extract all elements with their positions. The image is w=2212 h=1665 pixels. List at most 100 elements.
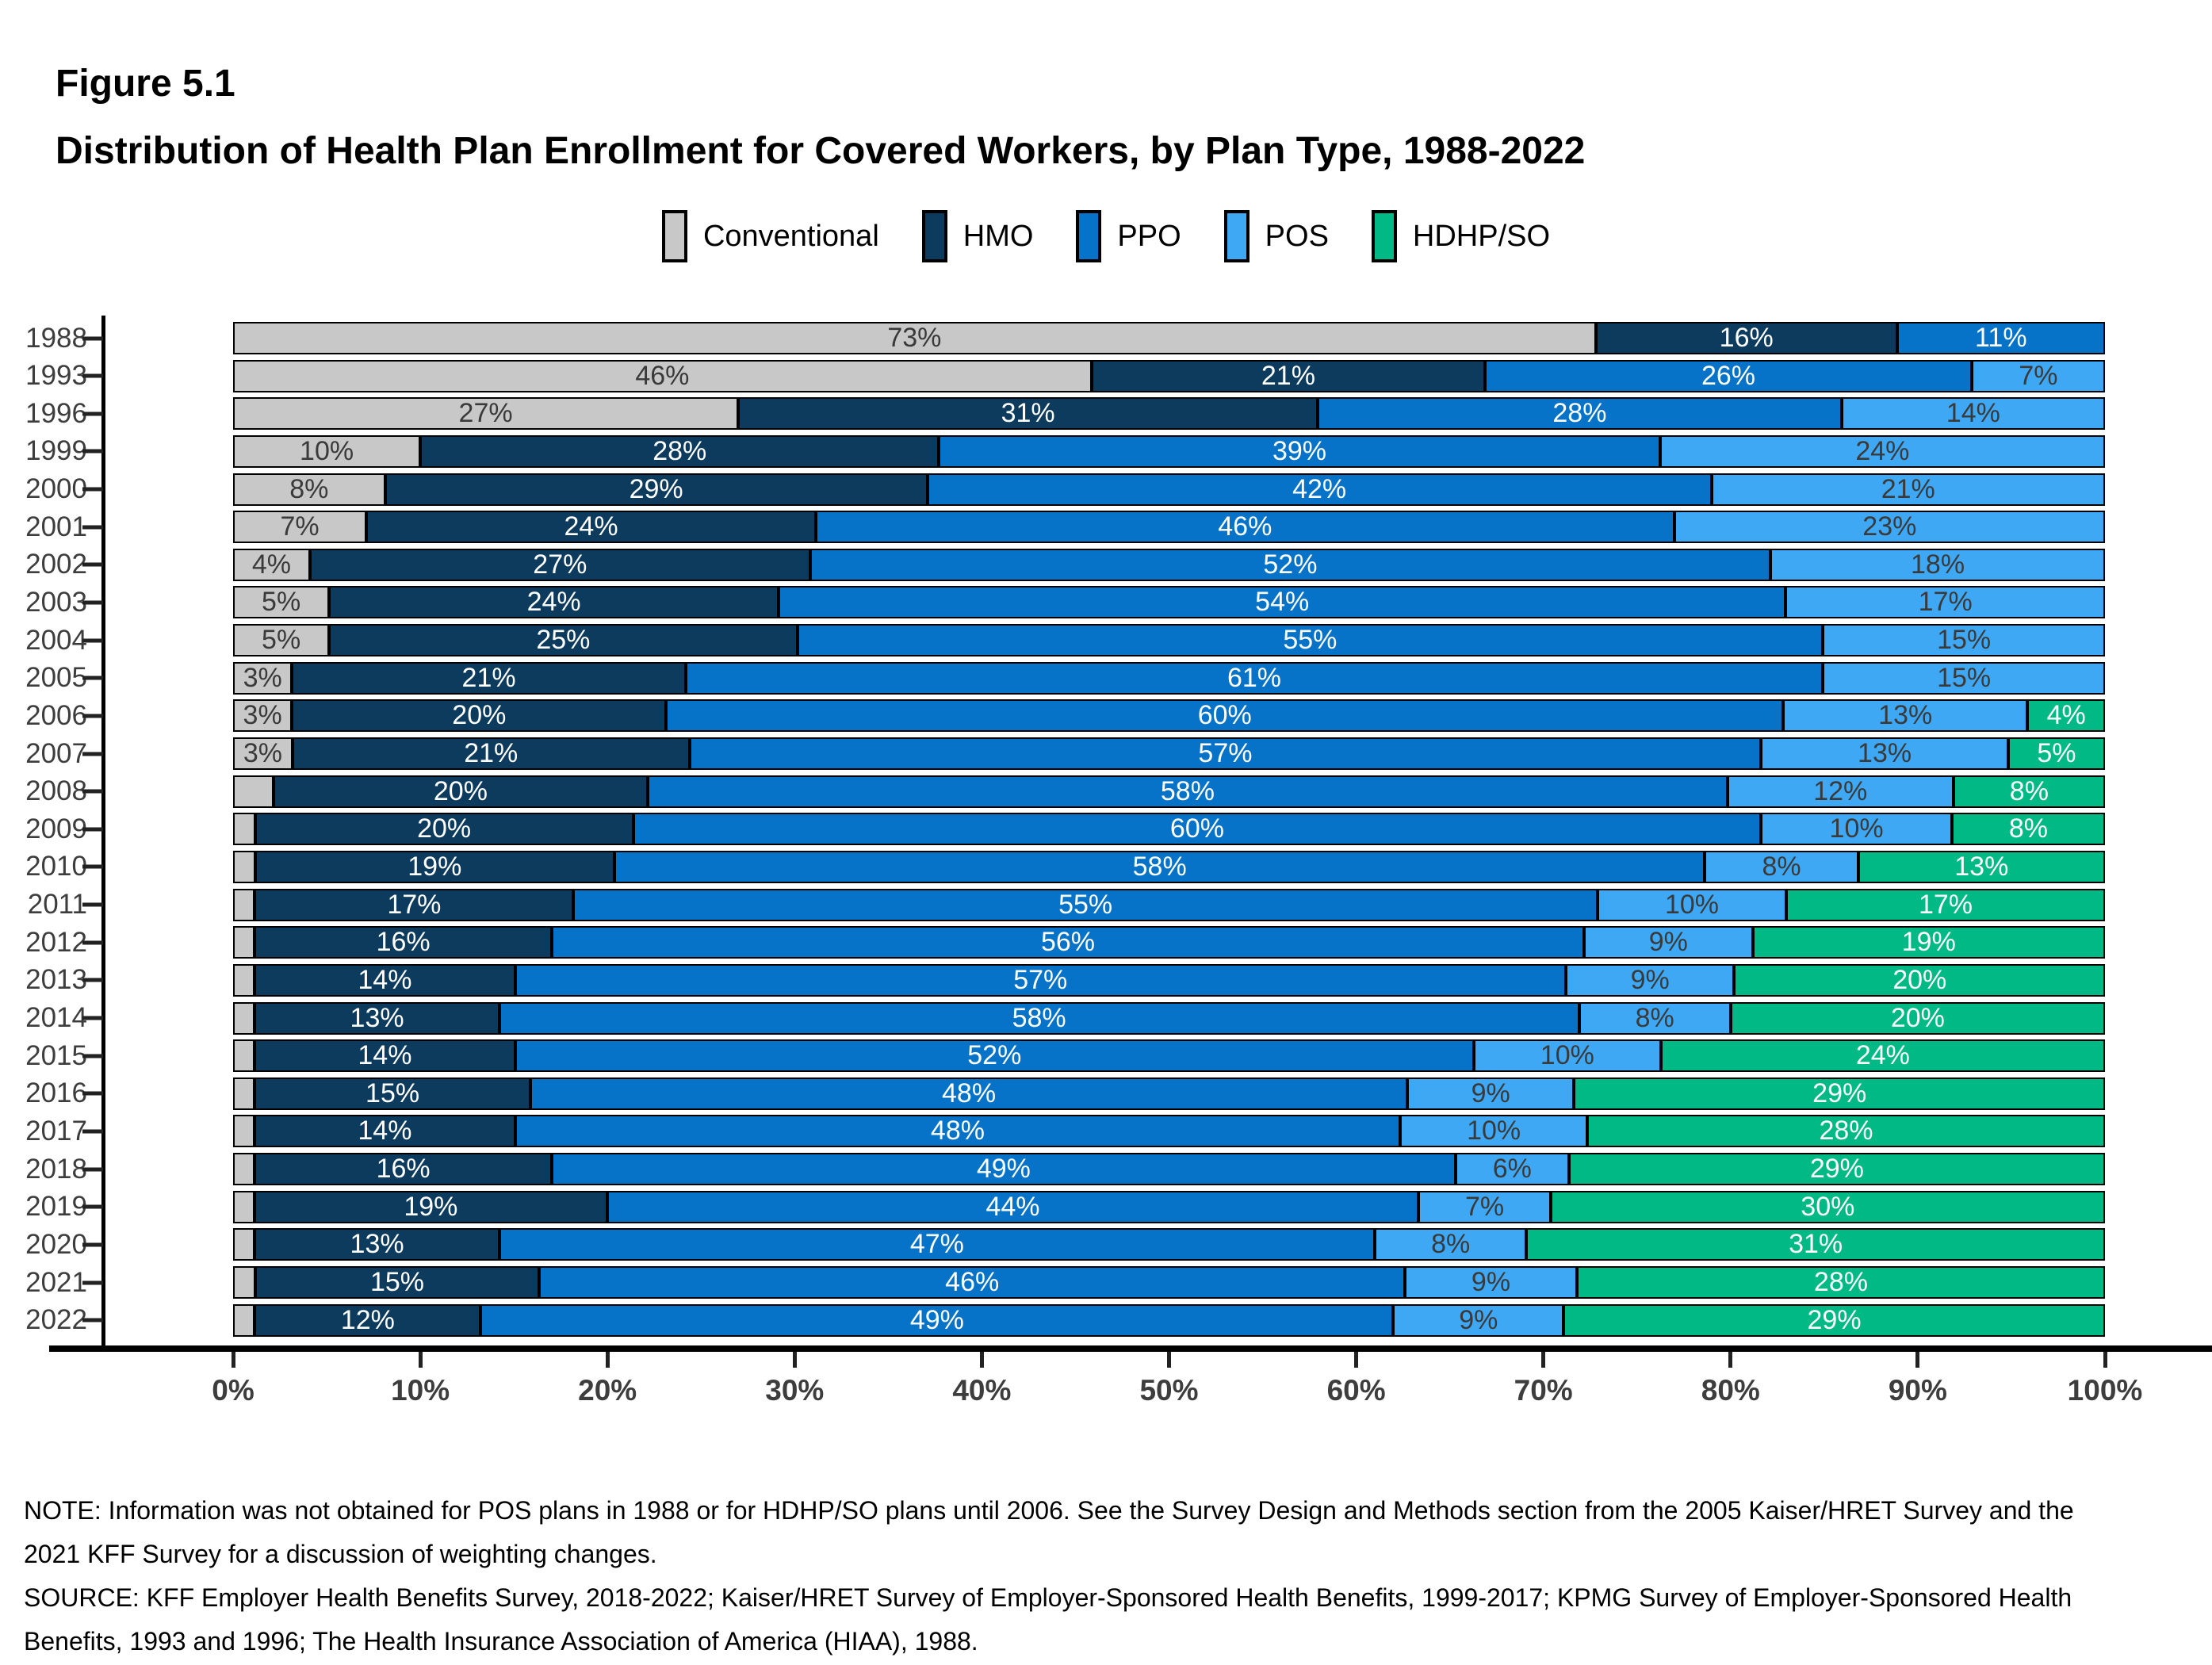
- bar-segment-ppo: 57%: [515, 963, 1566, 997]
- y-axis-label: 2011: [27, 889, 87, 921]
- legend-label: HDHP/SO: [1412, 219, 1551, 253]
- bar-segment-conventional: [233, 1039, 255, 1073]
- bar-segment-value: 11%: [1975, 323, 2027, 353]
- x-axis-tick: [1167, 1352, 1171, 1368]
- bar-segment-value: 46%: [635, 360, 690, 391]
- bar-row: 2016 15% 48% 9% 29%: [25, 1077, 2105, 1110]
- bar-row: 2017 14% 48% 10% 28%: [25, 1115, 2105, 1148]
- bar-row: 1993 46% 21% 26% 7%: [25, 359, 2106, 392]
- bar-segment-pos: 9%: [1584, 926, 1753, 959]
- bar-segment-ppo: 52%: [515, 1039, 1474, 1073]
- bar-segment-value: 48%: [942, 1077, 997, 1108]
- bar-segment-pos: 10%: [1400, 1115, 1587, 1148]
- bar-segment-value: 73%: [887, 323, 942, 353]
- bar-row: 2018 16% 49% 6% 29%: [25, 1153, 2105, 1186]
- bar-segment-hmo: 19%: [254, 1190, 607, 1223]
- bar-segment-value: 14%: [358, 964, 412, 995]
- y-axis-tick: [82, 1280, 103, 1285]
- y-axis-label: 2012: [25, 926, 87, 958]
- bar-segment-conventional: 10%: [233, 434, 421, 468]
- bar-segment-hmo: 31%: [738, 397, 1318, 431]
- y-axis-line: [101, 316, 105, 1348]
- bar-segment-value: 16%: [376, 1154, 431, 1185]
- bar-segment-value: 5%: [262, 625, 301, 656]
- bar-segment-value: 15%: [1937, 662, 1992, 693]
- bar-segment-ppo: 58%: [648, 775, 1728, 808]
- x-axis-label: 80%: [1701, 1374, 1760, 1407]
- bar-segment-ppo: 61%: [685, 661, 1824, 695]
- bar-segment-value: 49%: [909, 1304, 964, 1335]
- bar-row: 2013 14% 57% 9% 20%: [25, 963, 2105, 997]
- bar-segment-value: 29%: [629, 473, 683, 504]
- bar-segment-value: 60%: [1197, 700, 1252, 731]
- x-axis-tick: [1915, 1352, 1920, 1368]
- bar-segment-conventional: 4%: [233, 548, 310, 581]
- bar-segment-pos: 13%: [1761, 737, 2008, 771]
- bar-segment-hdhp-so: 20%: [1734, 963, 2105, 997]
- bar-segment-value: 13%: [1954, 851, 2009, 882]
- chart-legend: Conventional HMO PPO POS HDHP/SO: [0, 205, 2212, 268]
- y-axis-tick: [82, 1016, 103, 1020]
- y-axis-label: 2016: [25, 1077, 87, 1109]
- bar-segment-value: 8%: [2009, 775, 2049, 806]
- bar-segment-conventional: [233, 813, 255, 846]
- bar-segment-value: 7%: [280, 511, 320, 542]
- legend-item: HMO: [921, 210, 1033, 262]
- y-axis-tick: [82, 1242, 103, 1247]
- bar-segment-hmo: 17%: [254, 888, 574, 921]
- bar-segment-ppo: 28%: [1318, 397, 1842, 431]
- legend-item: POS: [1223, 210, 1329, 262]
- bar-segment-value: 24%: [564, 511, 618, 542]
- bar-segment-pos: 24%: [1659, 434, 2105, 468]
- bar-segment-hmo: 12%: [254, 1303, 481, 1337]
- bar-segment-pos: 7%: [1418, 1190, 1551, 1223]
- bar-segment-value: 20%: [433, 775, 488, 806]
- bar-segment-value: 7%: [1464, 1191, 1505, 1222]
- bar-segment-hmo: 21%: [292, 661, 686, 695]
- bar-segment-value: 25%: [536, 625, 591, 656]
- bar-segment-value: 27%: [533, 549, 587, 580]
- bar-segment-hdhp-so: 20%: [1730, 1001, 2105, 1035]
- bar-segment-ppo: 49%: [552, 1153, 1456, 1186]
- bar-segment-value: 24%: [526, 587, 581, 618]
- bar-segment-value: 4%: [2046, 700, 2086, 731]
- bar-segment-pos: 9%: [1405, 1266, 1577, 1299]
- bar-segment-conventional: [233, 1001, 255, 1035]
- bar-row: 2021 15% 46% 9% 28%: [25, 1266, 2105, 1299]
- bar-segment-value: 52%: [967, 1040, 1022, 1071]
- bar-segment-conventional: [233, 963, 255, 997]
- bar-segment-hdhp-so: 31%: [1526, 1228, 2105, 1261]
- bar-segment-pos: 18%: [1770, 548, 2105, 581]
- y-axis-tick: [82, 978, 103, 982]
- bar-segment-ppo: 49%: [480, 1303, 1394, 1337]
- bar-segment-value: 61%: [1227, 662, 1282, 693]
- bar-segment-value: 58%: [1132, 851, 1187, 882]
- x-axis-tick: [1541, 1352, 1546, 1368]
- y-axis-label: 1988: [25, 322, 87, 354]
- bar-row: 2015 14% 52% 10% 24%: [25, 1039, 2105, 1073]
- bar-segment-value: 42%: [1292, 473, 1347, 504]
- bar-segment-value: 29%: [1809, 1154, 1864, 1185]
- bar-segment-conventional: [233, 1115, 255, 1148]
- x-axis-label: 60%: [1326, 1374, 1386, 1407]
- bar-segment-hmo: 27%: [309, 548, 810, 581]
- bar-segment-value: 21%: [464, 738, 519, 769]
- bar-row: 1996 27% 31% 28% 14%: [25, 397, 2105, 431]
- bar-segment-hmo: 13%: [254, 1001, 499, 1035]
- bar-segment-hdhp-so: 17%: [1786, 888, 2105, 921]
- bar-segment-hmo: 21%: [1091, 359, 1486, 392]
- y-axis-tick: [82, 638, 103, 643]
- y-axis-tick: [82, 449, 103, 454]
- y-axis-label: 2007: [25, 737, 87, 769]
- bar-segment-value: 13%: [350, 1002, 404, 1033]
- bar-segment-value: 7%: [2019, 360, 2058, 391]
- bar-segment-value: 56%: [1040, 927, 1096, 958]
- bar-segment-value: 54%: [1255, 587, 1310, 618]
- bar-segment-value: 28%: [1552, 398, 1607, 429]
- bar-row: 1999 10% 28% 39% 24%: [25, 434, 2105, 468]
- bar-segment-value: 15%: [1937, 625, 1992, 656]
- y-axis-tick: [82, 373, 103, 378]
- bar-segment-hmo: 14%: [254, 1115, 515, 1148]
- bar-segment-ppo: 11%: [1896, 322, 2105, 354]
- bar-segment-conventional: [233, 926, 255, 959]
